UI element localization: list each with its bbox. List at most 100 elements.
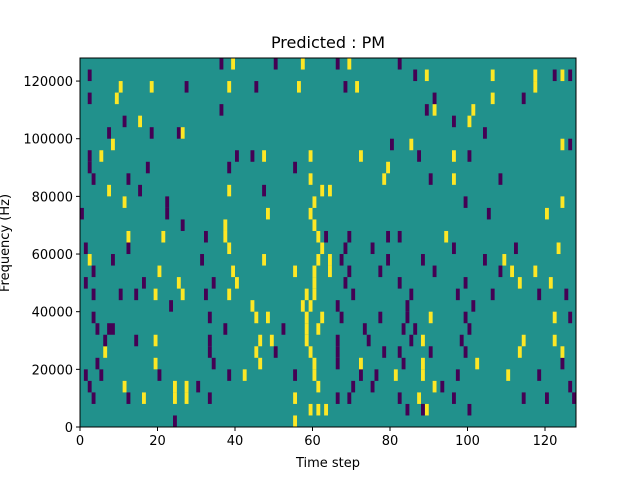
heatmap-cell	[324, 403, 329, 416]
heatmap-cell	[111, 254, 115, 266]
y-tick-label: 0	[65, 421, 73, 436]
heatmap-cell	[514, 242, 518, 255]
heatmap-cell	[308, 346, 313, 358]
heatmap-cell	[231, 58, 236, 70]
heatmap-cell	[223, 323, 228, 335]
heatmap-cell	[161, 230, 166, 243]
heatmap-cell	[409, 334, 414, 347]
heatmap-cell	[343, 81, 348, 93]
heatmap-cell	[362, 323, 367, 335]
heatmap-cell	[428, 173, 433, 185]
heatmap-cell	[359, 369, 363, 381]
heatmap-cell	[328, 265, 332, 278]
heatmap-cell	[242, 369, 247, 381]
heatmap-cell	[424, 403, 429, 416]
y-tick-label: 60000	[32, 248, 73, 263]
heatmap-cell	[173, 415, 177, 427]
heatmap-cell	[173, 380, 177, 393]
heatmap-cell	[490, 69, 495, 82]
heatmap-cell	[421, 357, 425, 370]
heatmap-cell	[463, 277, 468, 289]
heatmap-cell	[254, 311, 259, 324]
heatmap-cell	[227, 81, 232, 93]
heatmap-cell	[552, 69, 557, 82]
heatmap-cell	[483, 127, 487, 139]
heatmap-cell	[351, 288, 356, 301]
heatmap-cell	[262, 150, 267, 162]
heatmap-cell	[328, 254, 332, 266]
heatmap-cell	[359, 357, 363, 370]
heatmap-cell	[176, 127, 181, 139]
heatmap-cell	[397, 277, 402, 289]
heatmap-cell	[560, 357, 565, 370]
heatmap-cell	[335, 357, 340, 370]
heatmap-cell	[568, 138, 573, 151]
heatmap-cell	[165, 196, 170, 208]
heatmap-cell	[134, 288, 139, 301]
heatmap-cell	[173, 392, 177, 404]
x-tick-label: 20	[149, 434, 166, 449]
heatmap-cell	[320, 242, 325, 255]
heatmap-cell	[424, 69, 429, 82]
heatmap-cell	[308, 207, 313, 220]
heatmap-cell	[467, 403, 472, 416]
heatmap-cell	[269, 334, 274, 347]
heatmap-cell	[254, 81, 259, 93]
heatmap-cell	[126, 392, 131, 404]
heatmap-cell	[378, 311, 383, 324]
heatmap-cell	[180, 288, 185, 301]
heatmap-cell	[467, 323, 472, 335]
heatmap-cell	[300, 300, 305, 312]
heatmap-cell	[304, 323, 309, 335]
heatmap-cell	[95, 323, 100, 335]
heatmap-cell	[339, 254, 344, 266]
heatmap-cell	[397, 346, 402, 358]
heatmap-cell	[316, 230, 321, 243]
x-axis-label: Time step	[295, 456, 360, 471]
heatmap-cell	[421, 254, 425, 266]
heatmap-cell	[483, 254, 487, 266]
heatmap-cell	[335, 346, 340, 358]
heatmap-cell	[258, 334, 263, 347]
heatmap-cell	[347, 265, 352, 278]
heatmap-cell	[401, 357, 406, 370]
heatmap-cell	[506, 369, 511, 381]
heatmap-cell	[517, 277, 522, 289]
heatmap-cell	[304, 311, 309, 324]
heatmap-cell	[568, 69, 573, 82]
heatmap-cell	[153, 357, 158, 370]
heatmap-cell	[126, 242, 131, 255]
heatmap-cell	[537, 288, 542, 301]
heatmap-cell	[227, 369, 232, 381]
heatmap-cell	[548, 277, 553, 289]
heatmap-cell	[397, 392, 402, 404]
heatmap-cell	[91, 392, 96, 404]
heatmap-cell	[107, 323, 112, 335]
heatmap-cell	[103, 346, 108, 358]
heatmap-cell	[355, 81, 360, 93]
heatmap-cell	[111, 323, 115, 335]
heatmap-cell	[180, 219, 185, 231]
heatmap-cell	[308, 300, 313, 312]
heatmap-cell	[142, 277, 146, 289]
x-tick-label: 80	[382, 434, 399, 449]
heatmap-cell	[312, 265, 317, 278]
heatmap-cell	[335, 58, 340, 70]
heatmap-cell	[386, 254, 391, 266]
heatmap-cell	[122, 115, 127, 128]
heatmap-cell	[118, 288, 123, 301]
heatmap-cell	[316, 380, 321, 393]
y-axis-label: Frequency (Hz)	[0, 194, 13, 292]
heatmap-cell	[87, 150, 92, 162]
heatmap-cell	[533, 265, 538, 278]
heatmap-cell	[510, 265, 515, 278]
heatmap-cell	[273, 346, 278, 358]
heatmap-cell	[459, 334, 464, 347]
heatmap-cell	[452, 173, 456, 185]
heatmap-cell	[293, 161, 298, 174]
heatmap-cell	[316, 254, 321, 266]
heatmap-cell	[83, 369, 88, 381]
heatmap-cell	[502, 254, 507, 266]
heatmap-cell	[99, 369, 104, 381]
heatmap-cell	[471, 104, 476, 116]
